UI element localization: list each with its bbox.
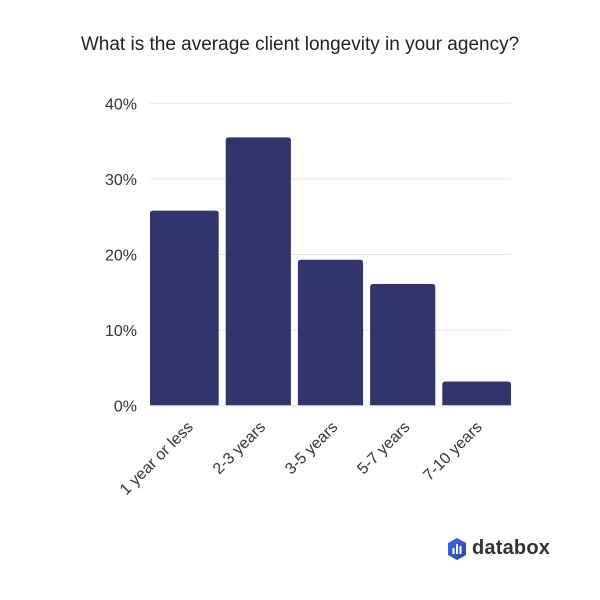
- bar: [370, 283, 436, 406]
- databox-logo: databox: [447, 537, 550, 560]
- y-tick-label: 0%: [114, 399, 137, 416]
- x-tick-label: 3-5 years: [282, 419, 341, 478]
- bar: [150, 210, 219, 406]
- databox-logo-icon: [448, 537, 466, 560]
- x-tick-label: 1 year or less: [117, 419, 197, 499]
- x-tick-label: 2-3 years: [210, 419, 269, 478]
- y-tick-label: 20%: [105, 248, 137, 265]
- y-tick-label: 10%: [105, 323, 137, 340]
- logo-text: databox: [472, 537, 551, 559]
- chart-title: What is the average client longevity in …: [80, 34, 520, 55]
- bar: [297, 259, 364, 406]
- bar: [442, 381, 511, 406]
- y-tick-label: 30%: [105, 172, 137, 189]
- x-tick-label: 5-7 years: [354, 419, 413, 478]
- y-tick-label: 40%: [105, 96, 137, 113]
- bar: [225, 137, 291, 406]
- x-tick-label: 7-10 years: [420, 419, 485, 484]
